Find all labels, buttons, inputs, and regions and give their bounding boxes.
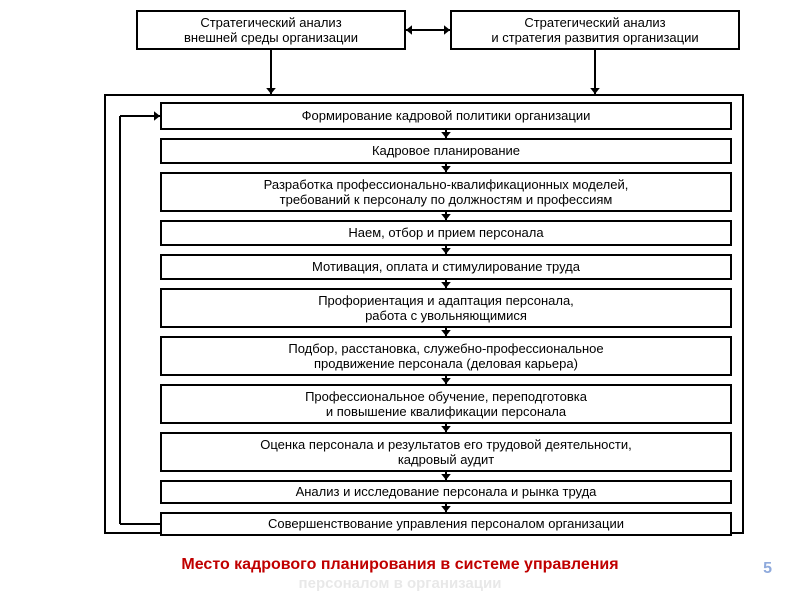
box-s1: Формирование кадровой политики организац… — [160, 102, 732, 130]
box-label: Профессиональное обучение, переподготовк… — [305, 389, 587, 420]
caption-line2: персоналом в организации — [0, 575, 800, 594]
box-s2: Кадровое планирование — [160, 138, 732, 164]
box-s3: Разработка профессионально-квалификацион… — [160, 172, 732, 212]
box-s7: Подбор, расстановка, служебно-профессион… — [160, 336, 732, 376]
box-label: Мотивация, оплата и стимулирование труда — [312, 259, 580, 274]
box-s11: Совершенствование управления персоналом … — [160, 512, 732, 536]
box-label: Оценка персонала и результатов его трудо… — [260, 437, 631, 468]
box-label: Кадровое планирование — [372, 143, 520, 158]
slide: Стратегический анализвнешней среды орган… — [0, 0, 800, 600]
caption-line1: Место кадрового планирования в системе у… — [0, 555, 800, 575]
box-s6: Профориентация и адаптация персонала,раб… — [160, 288, 732, 328]
box-top-left: Стратегический анализвнешней среды орган… — [136, 10, 406, 50]
box-label: Профориентация и адаптация персонала,раб… — [318, 293, 574, 324]
box-label: Формирование кадровой политики организац… — [302, 108, 591, 123]
box-label: Стратегический анализи стратегия развити… — [491, 15, 698, 46]
box-label: Подбор, расстановка, служебно-профессион… — [288, 341, 603, 372]
box-s4: Наем, отбор и прием персонала — [160, 220, 732, 246]
box-label: Совершенствование управления персоналом … — [268, 516, 624, 531]
box-label: Стратегический анализвнешней среды орган… — [184, 15, 358, 46]
slide-caption: Место кадрового планирования в системе у… — [0, 555, 800, 594]
box-label: Анализ и исследование персонала и рынка … — [296, 484, 597, 499]
box-s9: Оценка персонала и результатов его трудо… — [160, 432, 732, 472]
flowchart-diagram: Стратегический анализвнешней среды орган… — [32, 10, 768, 538]
box-label: Разработка профессионально-квалификацион… — [264, 177, 629, 208]
box-s8: Профессиональное обучение, переподготовк… — [160, 384, 732, 424]
box-top-right: Стратегический анализи стратегия развити… — [450, 10, 740, 50]
page-number: 5 — [763, 560, 772, 578]
box-s10: Анализ и исследование персонала и рынка … — [160, 480, 732, 504]
box-label: Наем, отбор и прием персонала — [348, 225, 543, 240]
box-s5: Мотивация, оплата и стимулирование труда — [160, 254, 732, 280]
